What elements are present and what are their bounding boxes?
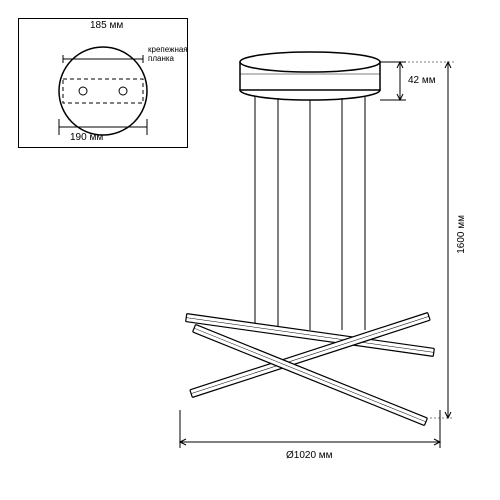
dim-1600: [380, 62, 454, 418]
dim-42-label: 42 мм: [408, 75, 436, 86]
canopy: [240, 52, 380, 100]
diagram-canvas: { "inset": { "box": { "x": 18, "y": 18, …: [0, 0, 500, 500]
dim-42: [380, 62, 406, 100]
wires: [255, 96, 365, 330]
dim-1020-label: Ø1020 мм: [286, 450, 333, 461]
dim-1600-label: 1600 мм: [456, 215, 467, 254]
